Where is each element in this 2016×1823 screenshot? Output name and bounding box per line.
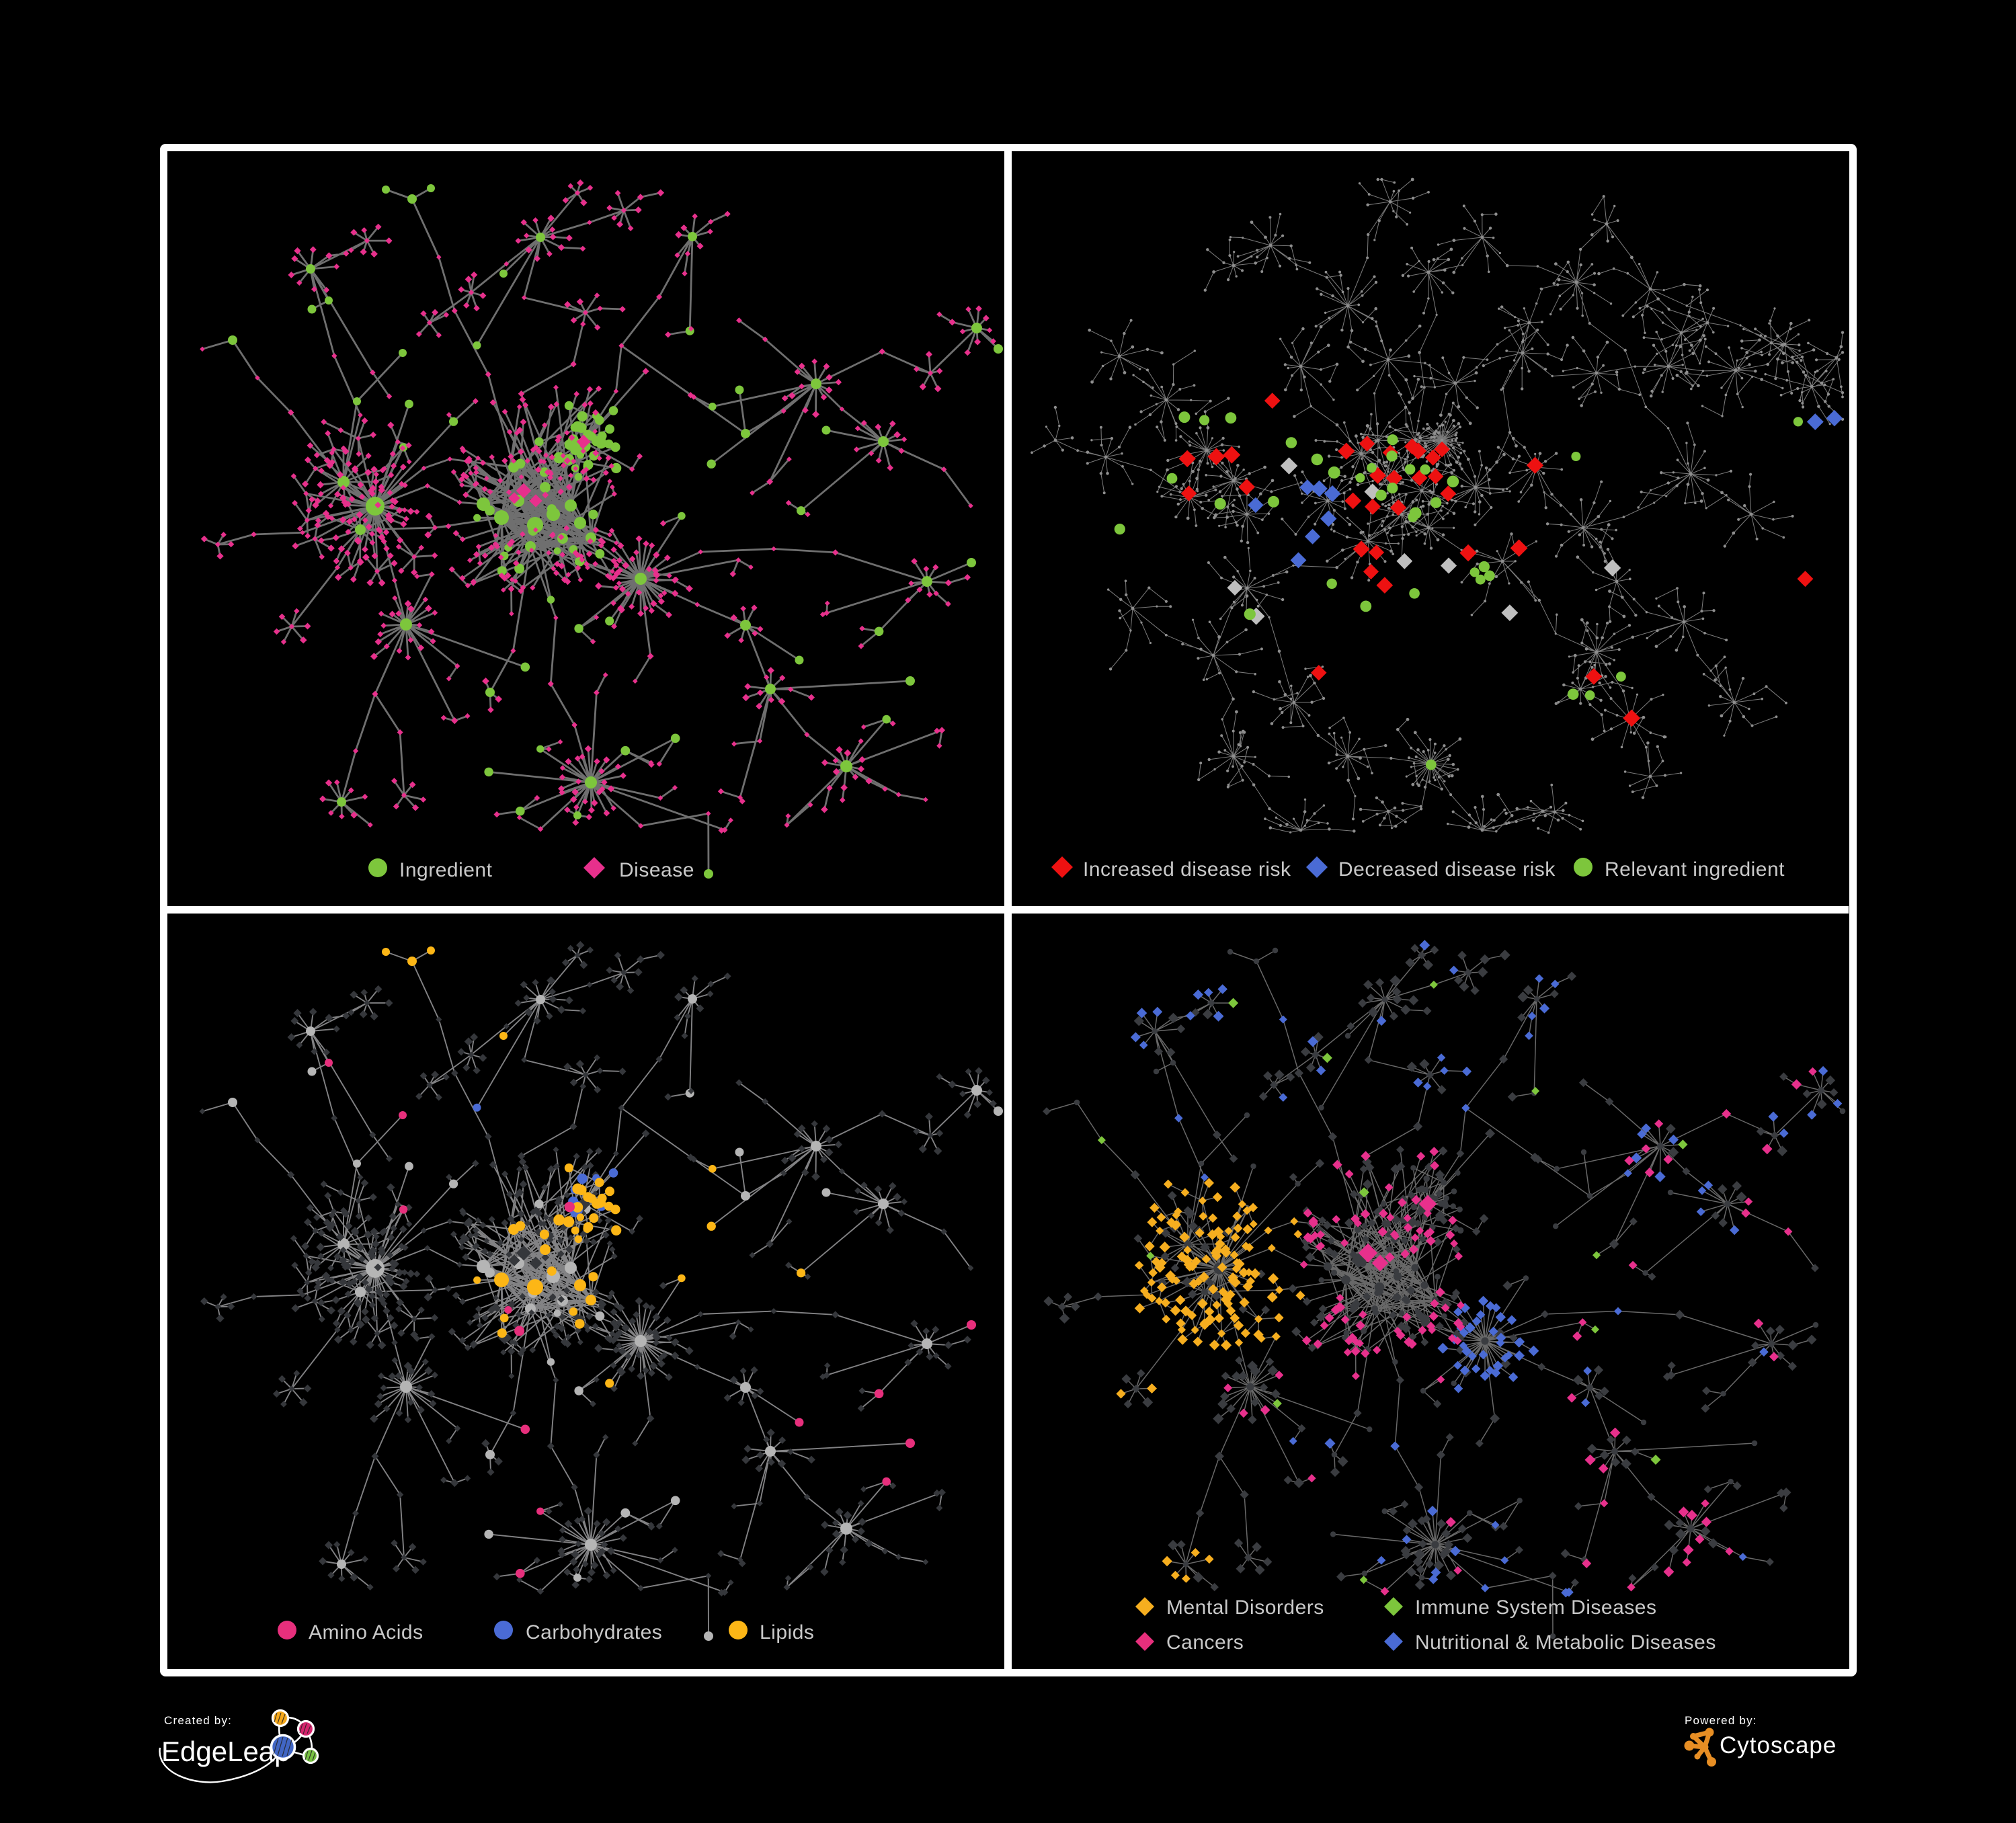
svg-text:Mental Disorders: Mental Disorders (1166, 1596, 1324, 1619)
svg-text:Cytoscape: Cytoscape (1720, 1732, 1837, 1758)
svg-text:Ingredient: Ingredient (399, 859, 493, 881)
svg-text:Relevant ingredient: Relevant ingredient (1605, 858, 1785, 881)
svg-text:Amino Acids: Amino Acids (309, 1621, 424, 1644)
svg-text:Immune System Diseases: Immune System Diseases (1415, 1596, 1656, 1619)
svg-text:Increased disease risk: Increased disease risk (1083, 858, 1291, 881)
svg-text:Created by:: Created by: (164, 1714, 232, 1727)
svg-text:Cancers: Cancers (1166, 1631, 1244, 1654)
svg-text:EdgeLeap: EdgeLeap (161, 1736, 290, 1767)
svg-text:Disease: Disease (619, 859, 694, 881)
svg-text:Lipids: Lipids (760, 1621, 814, 1644)
svg-text:Carbohydrates: Carbohydrates (526, 1621, 662, 1644)
svg-text:Decreased disease risk: Decreased disease risk (1338, 858, 1556, 881)
svg-text:Powered by:: Powered by: (1685, 1714, 1757, 1727)
svg-text:Nutritional & Metabolic Diseas: Nutritional & Metabolic Diseases (1415, 1631, 1716, 1654)
